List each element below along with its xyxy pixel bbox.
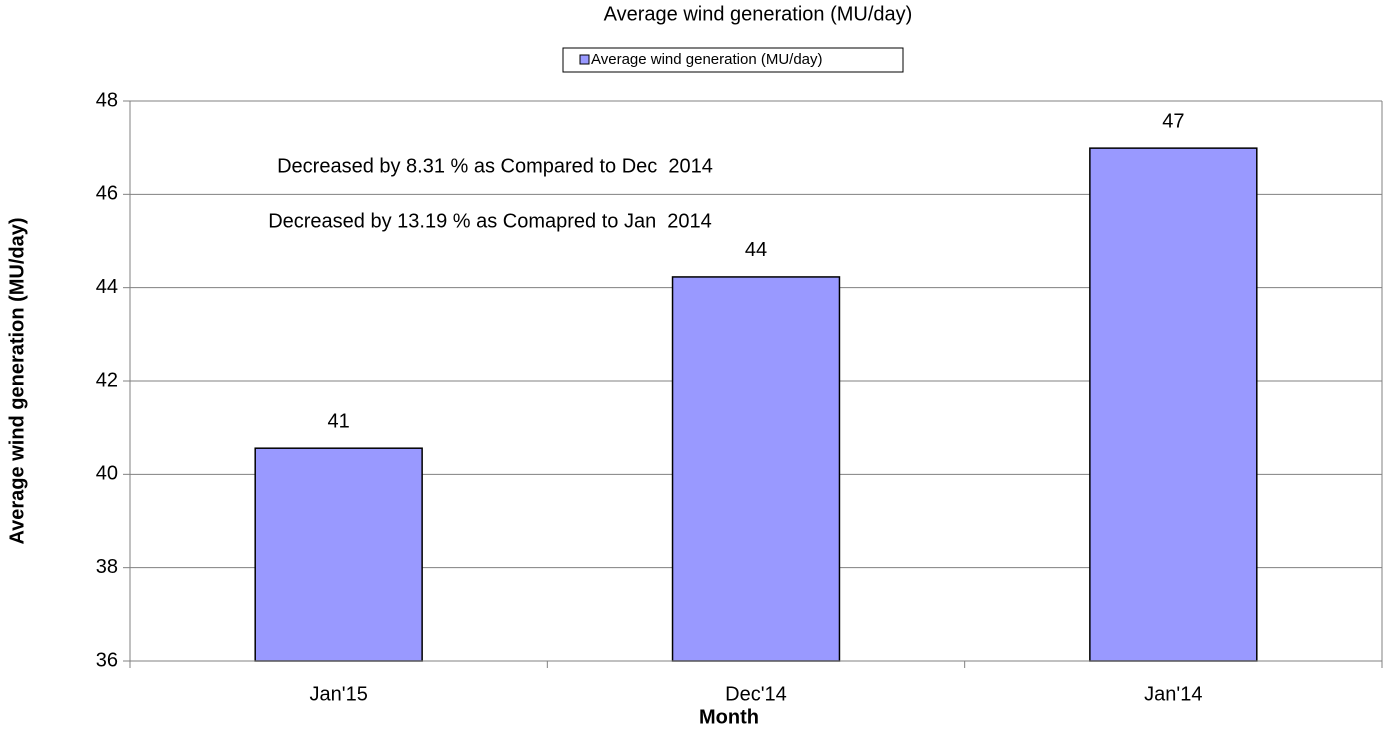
x-tick-label: Dec'14 — [725, 683, 787, 705]
y-tick-label: 36 — [96, 649, 118, 671]
annotation: Decreased by 13.19 % as Comapred to Jan … — [268, 210, 712, 232]
legend-label: Average wind generation (MU/day) — [591, 51, 823, 68]
data-label: 47 — [1162, 110, 1184, 132]
bar — [1089, 147, 1258, 662]
x-tick-label: Jan'14 — [1144, 683, 1202, 705]
y-tick-label: 44 — [96, 276, 118, 298]
x-axis-label: Month — [699, 706, 759, 728]
y-tick-label: 42 — [96, 369, 118, 391]
legend-box — [562, 47, 904, 73]
legend-swatch — [579, 54, 590, 65]
y-tick-label: 40 — [96, 463, 118, 485]
y-axis-label: Average wind generation (MU/day) — [6, 217, 28, 544]
chart-title: Average wind generation (MU/day) — [604, 3, 913, 25]
bar — [254, 447, 423, 662]
x-tick-label: Jan'15 — [310, 683, 368, 705]
y-tick-label: 38 — [96, 556, 118, 578]
data-label: 44 — [745, 239, 767, 261]
y-tick-label: 48 — [96, 89, 118, 111]
data-label: 41 — [328, 410, 350, 432]
annotation: Decreased by 8.31 % as Compared to Dec 2… — [277, 155, 713, 177]
y-tick-label: 46 — [96, 183, 118, 205]
bar — [671, 276, 841, 662]
